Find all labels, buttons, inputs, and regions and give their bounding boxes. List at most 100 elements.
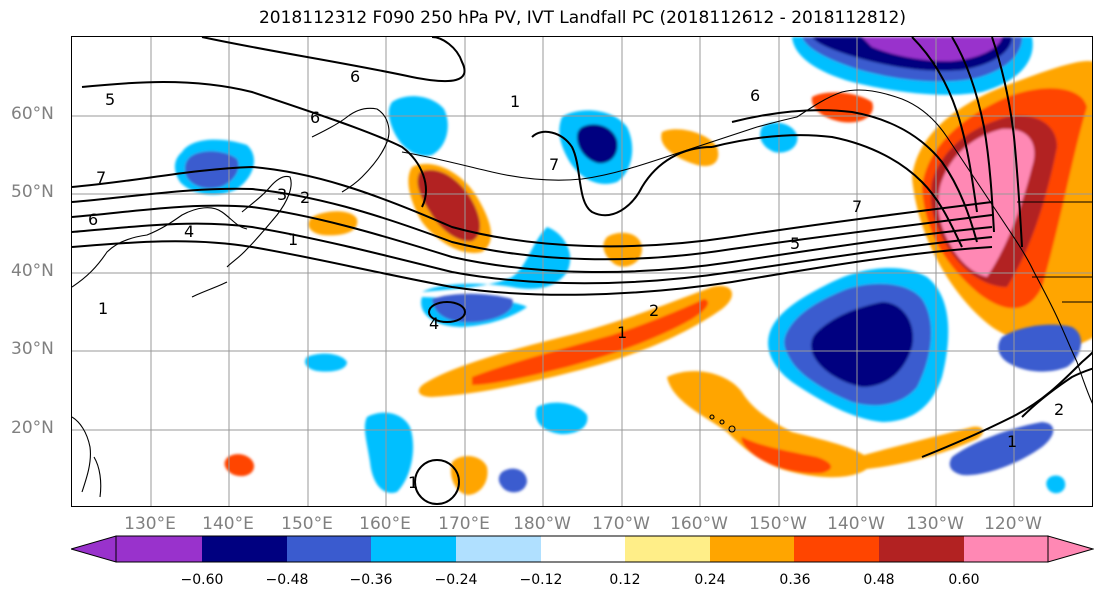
lon-label-180w: 180°W xyxy=(513,514,571,534)
pv-south-small-2 xyxy=(535,402,588,435)
pv-northwest-dark xyxy=(417,169,481,242)
clabel-15: 7 xyxy=(549,155,559,174)
coast-kamchatka xyxy=(311,107,390,193)
contour-4 xyxy=(72,187,993,261)
coastlines xyxy=(72,89,1092,498)
clabel-17: 1 xyxy=(408,473,418,492)
colorbar-segment xyxy=(964,536,1048,562)
pv-south-small-5 xyxy=(305,353,347,372)
clabel-0: 5 xyxy=(105,90,115,109)
lat-label-60n: 60°N xyxy=(11,104,54,124)
hawaii-1 xyxy=(709,414,715,420)
clabel-13: 5 xyxy=(790,234,800,253)
colorbar-segment xyxy=(371,536,456,562)
cbar-tick-9: 0.60 xyxy=(948,572,980,588)
contour-ring-north xyxy=(201,37,466,83)
contour-east-3 xyxy=(911,37,978,213)
clabel-8: 4 xyxy=(184,222,194,241)
lon-label-150e: 150°E xyxy=(281,514,333,534)
cbar-tick-3: −0.24 xyxy=(434,572,478,588)
contour-east-4 xyxy=(951,37,995,233)
pv-south-small-7 xyxy=(1046,475,1066,494)
clabel-7: 1 xyxy=(288,230,298,249)
pv-small-spot-6 xyxy=(224,454,255,477)
contour-se-2 xyxy=(1021,367,1092,418)
colorbar-segment xyxy=(287,536,371,562)
pv-subtropical-band-red xyxy=(472,299,708,385)
lon-label-140w: 140°W xyxy=(827,514,885,534)
cbar-tick-4: −0.12 xyxy=(519,572,563,588)
pv-north-small xyxy=(388,96,448,156)
clabel-14: 7 xyxy=(852,197,862,216)
contour-small-ring-2 xyxy=(428,301,466,323)
pv-southeast-band xyxy=(851,426,984,469)
pv-small-spot-4 xyxy=(811,92,873,123)
pv-negative-east-core xyxy=(811,302,913,387)
clabel-4: 6 xyxy=(88,210,98,229)
pv-small-spot-2 xyxy=(603,232,642,267)
contour-5 xyxy=(72,165,993,248)
contour-labels: 5 6 6 7 6 3 2 1 4 4 1 2 1 5 7 7 6 1 2 1 … xyxy=(88,67,1064,492)
coast-na-borders xyxy=(1017,201,1092,303)
clabel-2: 6 xyxy=(310,108,320,127)
clabel-19: 1 xyxy=(1007,432,1017,451)
pv-central-blob xyxy=(667,371,872,478)
lon-label-140e: 140°E xyxy=(202,514,254,534)
colorbar-segment xyxy=(879,536,964,562)
lat-label-50n: 50°N xyxy=(11,182,54,202)
lon-label-170e: 170°E xyxy=(438,514,490,534)
clabel-1: 6 xyxy=(350,67,360,86)
contour-2 xyxy=(72,222,993,285)
clabel-18: 2 xyxy=(1054,400,1064,419)
colorbar-segment xyxy=(710,536,794,562)
pv-aleutian-core xyxy=(577,124,618,164)
cbar-tick-6: 0.24 xyxy=(694,572,726,588)
colorbar-extension-low xyxy=(71,536,116,562)
map-canvas: 5 6 6 7 6 3 2 1 4 4 1 2 1 5 7 7 6 1 2 1 … xyxy=(72,37,1092,506)
cbar-tick-8: 0.48 xyxy=(863,572,895,588)
lon-label-160w: 160°W xyxy=(670,514,728,534)
clabel-9: 4 xyxy=(429,314,439,333)
ivt-contours xyxy=(72,37,1092,505)
coast-alaska xyxy=(796,89,978,183)
contour-3 xyxy=(72,204,993,273)
pv-north-vortex-purple xyxy=(862,37,1002,62)
pv-central-blob-red xyxy=(741,437,832,474)
cbar-tick-0: −0.60 xyxy=(180,572,224,588)
contour-small-ring xyxy=(414,459,460,505)
clabel-20: 1 xyxy=(510,92,520,111)
pv-east-small xyxy=(998,324,1082,372)
pv-south-small-1 xyxy=(364,412,414,493)
lat-label-40n: 40°N xyxy=(11,261,54,281)
clabel-6: 2 xyxy=(300,188,310,207)
colorbar-segment xyxy=(625,536,710,562)
lat-label-20n: 20°N xyxy=(11,418,54,438)
clabel-12: 1 xyxy=(617,323,627,342)
colorbar xyxy=(71,535,1094,563)
cbar-tick-7: 0.36 xyxy=(779,572,811,588)
contour-1 xyxy=(72,240,993,296)
coast-philippines xyxy=(72,416,102,498)
contour-east-1 xyxy=(711,134,963,248)
figure-title: 2018112312 F090 250 hPa PV, IVT Landfall… xyxy=(258,8,906,28)
clabel-11: 2 xyxy=(649,301,659,320)
hawaii-2 xyxy=(719,419,725,425)
coast-asia-east xyxy=(72,207,248,288)
clabel-5: 3 xyxy=(277,185,287,204)
lon-label-130w: 130°W xyxy=(906,514,964,534)
clabel-3: 7 xyxy=(96,168,106,187)
colorbar-segment xyxy=(794,536,879,562)
cbar-tick-1: −0.48 xyxy=(265,572,309,588)
colorbar-segment xyxy=(541,536,625,562)
pv-south-small-6 xyxy=(498,468,527,493)
contour-east-5 xyxy=(991,37,1023,248)
cbar-tick-5: 0.12 xyxy=(609,572,641,588)
pv-mid-low-core xyxy=(432,293,513,323)
cbar-tick-2: −0.36 xyxy=(349,572,393,588)
lat-label-30n: 30°N xyxy=(11,339,54,359)
colorbar-extension-high xyxy=(1048,536,1093,562)
lon-label-130e: 130°E xyxy=(124,514,176,534)
lon-label-150w: 150°W xyxy=(749,514,807,534)
colorbar-segment xyxy=(202,536,287,562)
clabel-10: 1 xyxy=(98,299,108,318)
